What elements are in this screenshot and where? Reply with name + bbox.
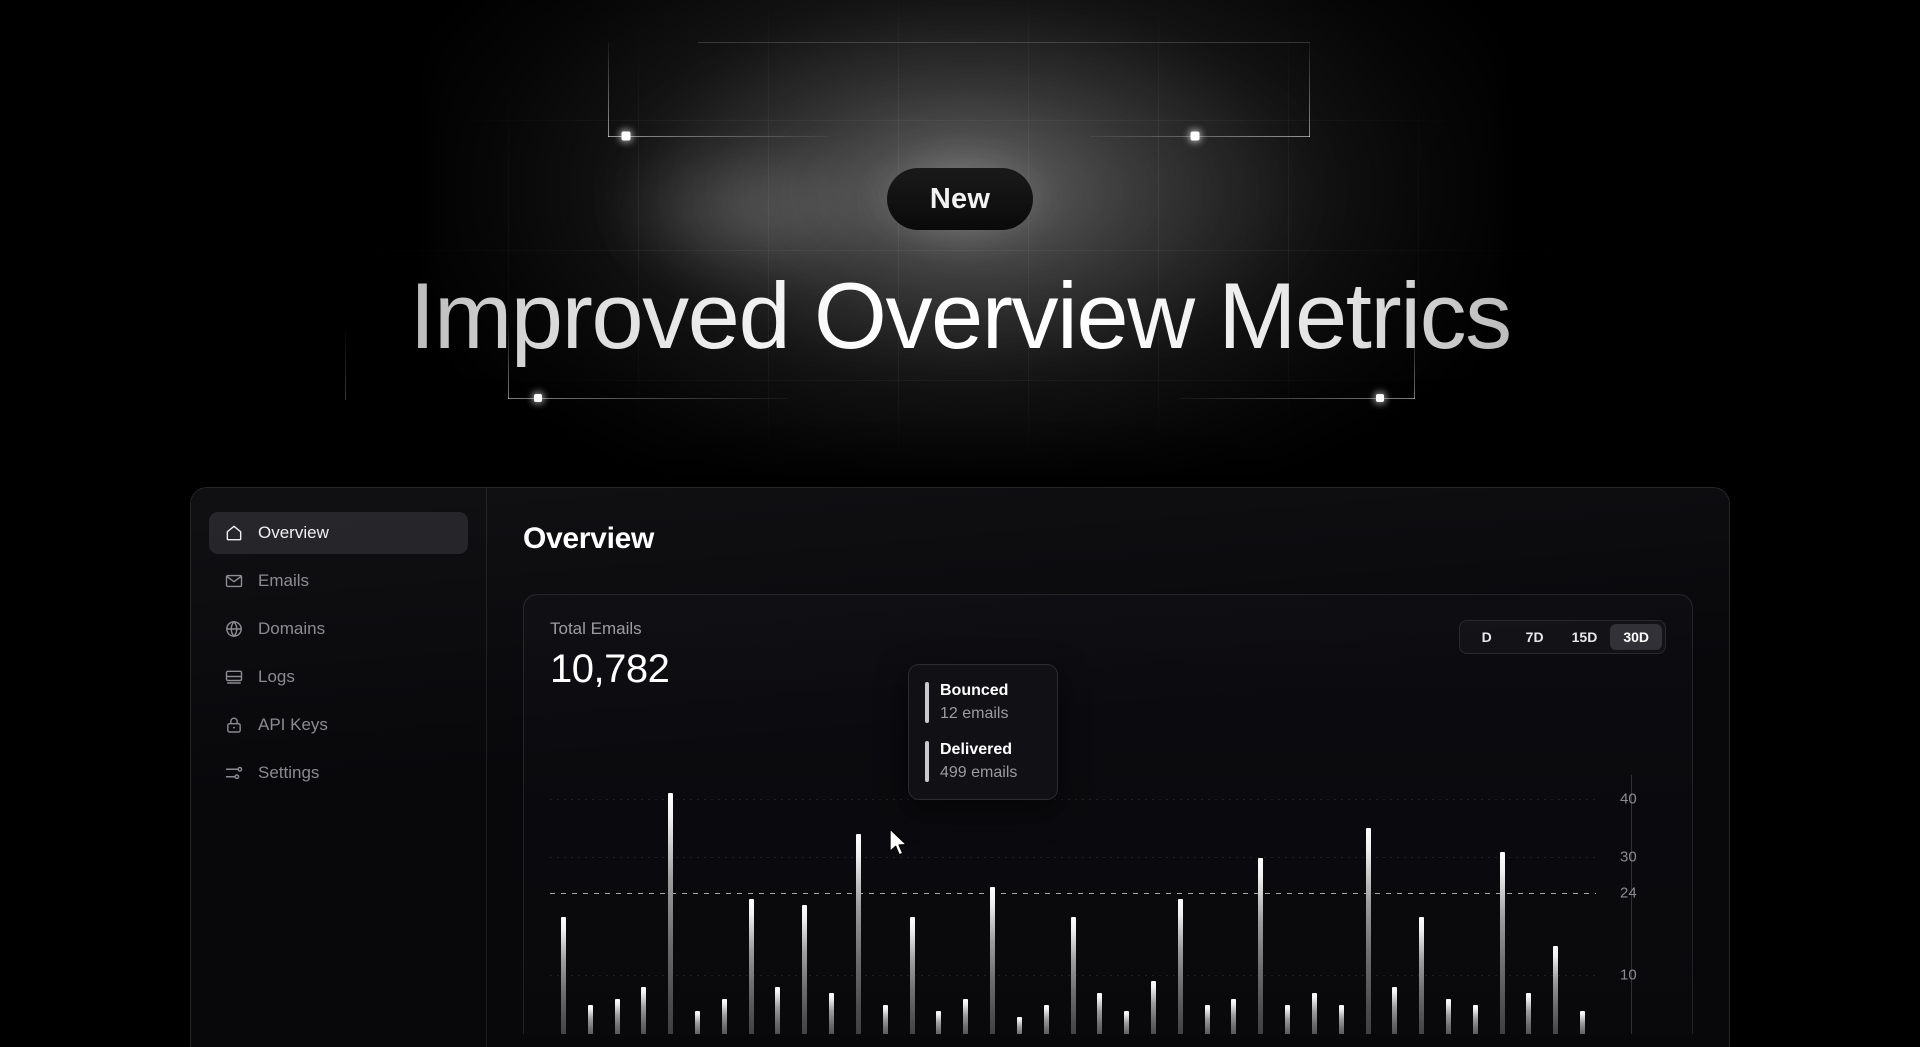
- chart-bar[interactable]: [1205, 1005, 1210, 1034]
- page-title: Overview: [523, 522, 1693, 556]
- sidebar-item-settings[interactable]: Settings: [209, 752, 468, 794]
- sliders-icon: [223, 763, 244, 784]
- tooltip-series-name: Delivered: [940, 741, 1017, 759]
- chart-bar[interactable]: [856, 834, 861, 1034]
- chart-bar[interactable]: [1446, 999, 1451, 1034]
- chart-bar[interactable]: [1339, 1005, 1344, 1034]
- sidebar-item-label: Emails: [258, 571, 309, 591]
- chart-bar[interactable]: [641, 987, 646, 1034]
- chart-bar[interactable]: [1580, 1011, 1585, 1034]
- chart-bar[interactable]: [1124, 1011, 1129, 1034]
- range-btn-30d[interactable]: 30D: [1610, 624, 1662, 650]
- new-badge: New: [887, 168, 1033, 230]
- lock-icon: [223, 715, 244, 736]
- chart-bar[interactable]: [722, 999, 727, 1034]
- sidebar-item-label: Overview: [258, 523, 329, 543]
- chart-bars: [550, 775, 1596, 1034]
- mouse-cursor: [889, 828, 911, 860]
- bracket-accent-center-box: [698, 42, 1310, 137]
- sidebar-item-label: API Keys: [258, 715, 328, 735]
- chart-bar[interactable]: [775, 987, 780, 1034]
- chart-bar[interactable]: [1285, 1005, 1290, 1034]
- y-axis-tick-label: 30: [1620, 849, 1680, 866]
- sidebar-item-logs[interactable]: Logs: [209, 656, 468, 698]
- envelope-icon: [223, 571, 244, 592]
- chart-bar[interactable]: [1473, 1005, 1478, 1034]
- sidebar-item-overview[interactable]: Overview: [209, 512, 468, 554]
- chart-bar[interactable]: [1044, 1005, 1049, 1034]
- chart-bar[interactable]: [588, 1005, 593, 1034]
- chart-bar[interactable]: [802, 905, 807, 1034]
- chart-bar[interactable]: [1017, 1017, 1022, 1034]
- chart-bar[interactable]: [695, 1011, 700, 1034]
- chart-bar[interactable]: [883, 1005, 888, 1034]
- chart-bar[interactable]: [1392, 987, 1397, 1034]
- page-headline: Improved Overview Metrics: [0, 265, 1920, 367]
- home-icon: [223, 523, 244, 544]
- chart-bar[interactable]: [990, 887, 995, 1034]
- tooltip-series-value: 499 emails: [940, 764, 1017, 782]
- chart-bar[interactable]: [829, 993, 834, 1034]
- range-btn-15d[interactable]: 15D: [1559, 624, 1611, 650]
- chart-bar[interactable]: [1097, 993, 1102, 1034]
- chart-bar[interactable]: [668, 793, 673, 1034]
- tooltip-color-marker: [925, 682, 929, 723]
- tooltip-series-name: Bounced: [940, 682, 1008, 700]
- tooltip-row-delivered: Delivered 499 emails: [925, 741, 1041, 782]
- sidebar-item-label: Logs: [258, 667, 295, 687]
- chart-bar[interactable]: [1071, 917, 1076, 1035]
- chart-bar[interactable]: [1419, 917, 1424, 1035]
- chart-bar[interactable]: [1366, 828, 1371, 1034]
- chart-bar[interactable]: [1500, 852, 1505, 1034]
- bracket-accent-top-left: [608, 42, 698, 137]
- y-axis-tick-label: 24: [1620, 884, 1680, 901]
- chart-bar[interactable]: [936, 1011, 941, 1034]
- tooltip-row-bounced: Bounced 12 emails: [925, 682, 1041, 723]
- logs-icon: [223, 667, 244, 688]
- sidebar-item-domains[interactable]: Domains: [209, 608, 468, 650]
- chart-tooltip: Bounced 12 emails Delivered 499 emails: [908, 664, 1058, 800]
- chart-bar[interactable]: [1178, 899, 1183, 1034]
- tooltip-color-marker: [925, 741, 929, 782]
- chart-y-axis-line: [1631, 775, 1632, 1034]
- range-toggle[interactable]: D 7D 15D 30D: [1459, 620, 1666, 654]
- range-btn-d[interactable]: D: [1463, 624, 1511, 650]
- main-content: Overview Total Emails 10,782 D 7D 15D 30…: [487, 488, 1729, 1047]
- y-axis-tick-label: 40: [1620, 790, 1680, 807]
- chart-bar[interactable]: [561, 917, 566, 1035]
- sidebar-item-emails[interactable]: Emails: [209, 560, 468, 602]
- sidebar-item-label: Domains: [258, 619, 325, 639]
- chart-bar[interactable]: [615, 999, 620, 1034]
- chart-bar[interactable]: [1312, 993, 1317, 1034]
- sidebar: Overview Emails Domains: [191, 488, 487, 1047]
- hero-glow-small: [600, 140, 900, 280]
- chart-bar[interactable]: [749, 899, 754, 1034]
- chart-bar[interactable]: [1231, 999, 1236, 1034]
- chart-bar[interactable]: [1526, 993, 1531, 1034]
- chart-bar[interactable]: [910, 917, 915, 1035]
- globe-icon: [223, 619, 244, 640]
- sidebar-item-api-keys[interactable]: API Keys: [209, 704, 468, 746]
- range-btn-7d[interactable]: 7D: [1511, 624, 1559, 650]
- sidebar-item-label: Settings: [258, 763, 319, 783]
- y-axis-tick-label: 10: [1620, 967, 1680, 984]
- chart-bar[interactable]: [1553, 946, 1558, 1034]
- tooltip-series-value: 12 emails: [940, 705, 1008, 723]
- chart-bar[interactable]: [963, 999, 968, 1034]
